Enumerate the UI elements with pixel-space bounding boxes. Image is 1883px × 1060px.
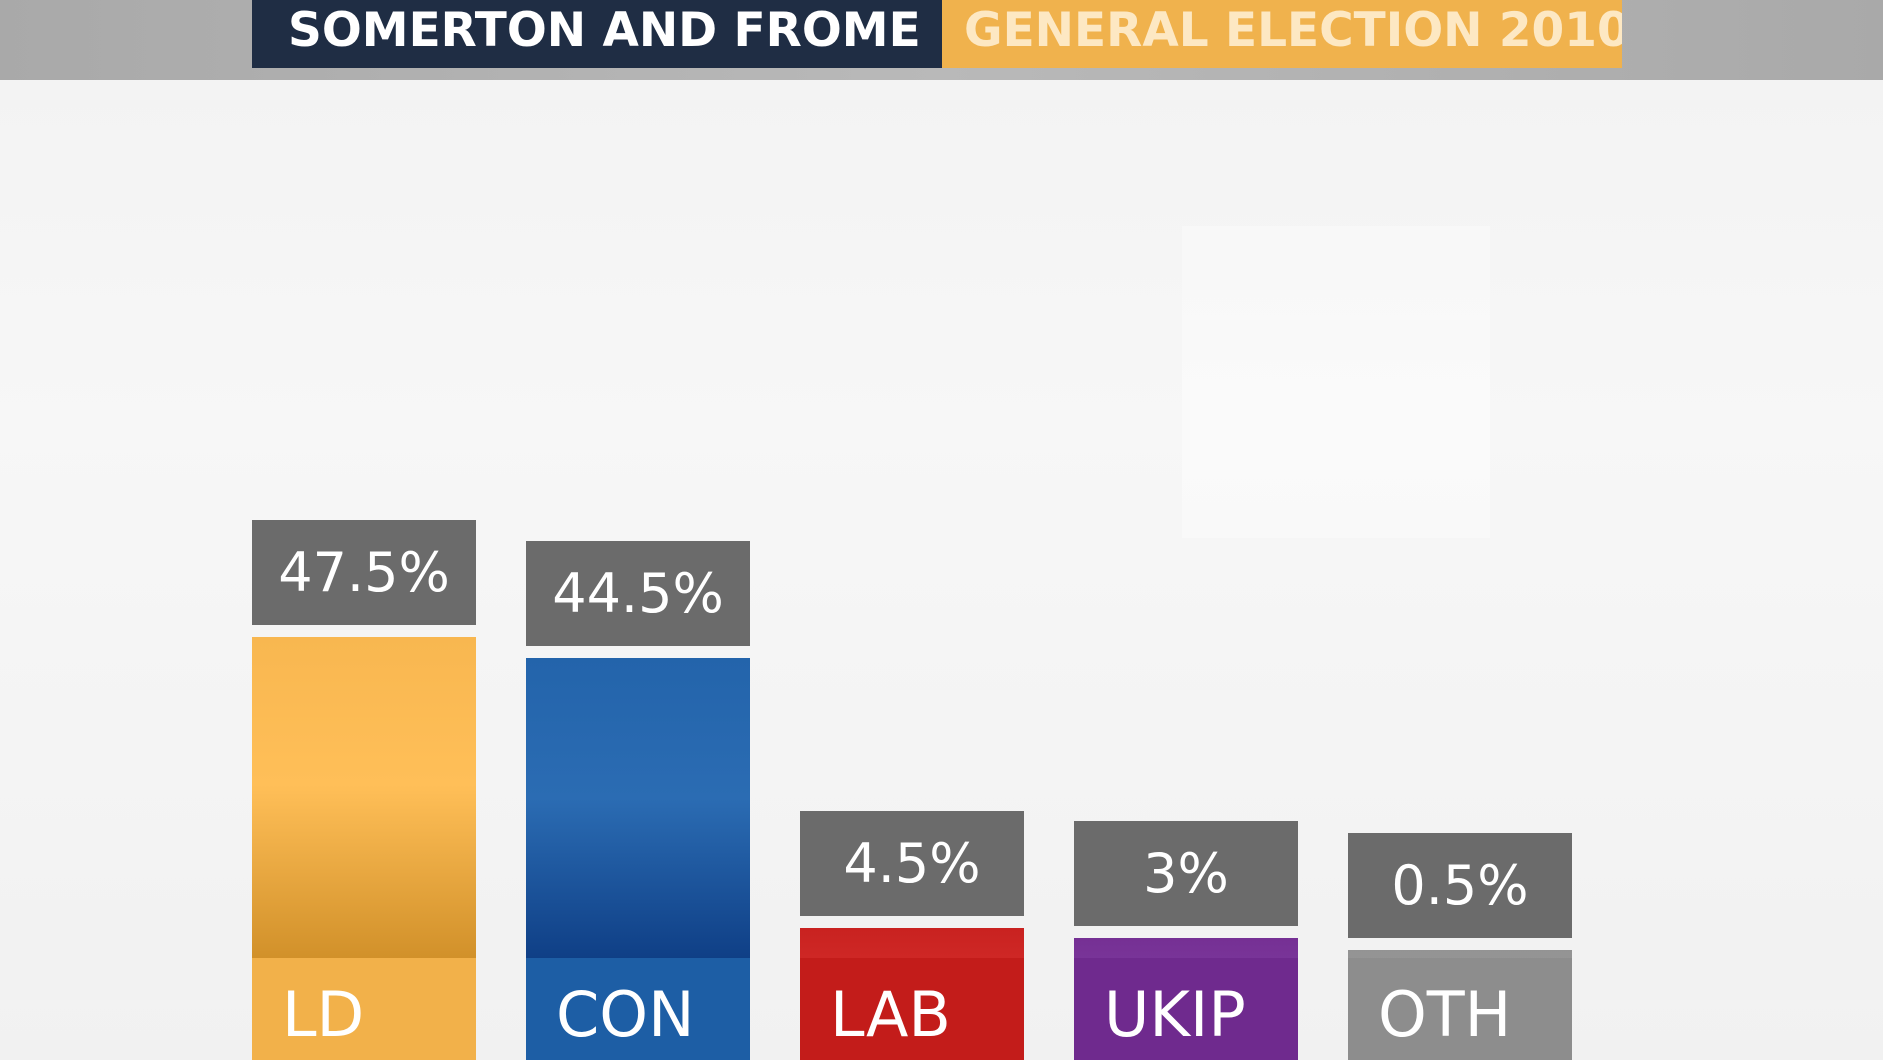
data-label-lab: 4.5% [800,810,1024,916]
category-label-ukip: UKIP [1074,958,1298,1060]
category-label-oth: OTH [1348,958,1572,1060]
data-label-ld: 47.5% [252,520,476,626]
category-label-con: CON [526,958,750,1060]
bar-group-con: 44.5% CON [526,0,750,1060]
data-label-oth: 0.5% [1348,833,1572,938]
bar-group-lab: 4.5% LAB [800,0,1024,1060]
category-label-lab: LAB [800,958,1024,1060]
election-subtitle: GENERAL ELECTION 2010 [942,0,1622,68]
category-label-ld: LD [252,958,476,1060]
bar-group-oth: 0.5% OTH [1348,0,1572,1060]
background-panel [1182,226,1490,538]
bar-group-ld: 47.5% LD [252,0,476,1060]
data-label-con: 44.5% [526,540,750,646]
bar-group-ukip: 3% UKIP [1074,0,1298,1060]
constituency-title: SOMERTON AND FROME [252,0,942,68]
data-label-ukip: 3% [1074,820,1298,926]
constituency-title-text: SOMERTON AND FROME [288,3,921,58]
election-subtitle-text: GENERAL ELECTION 2010 [964,3,1622,58]
